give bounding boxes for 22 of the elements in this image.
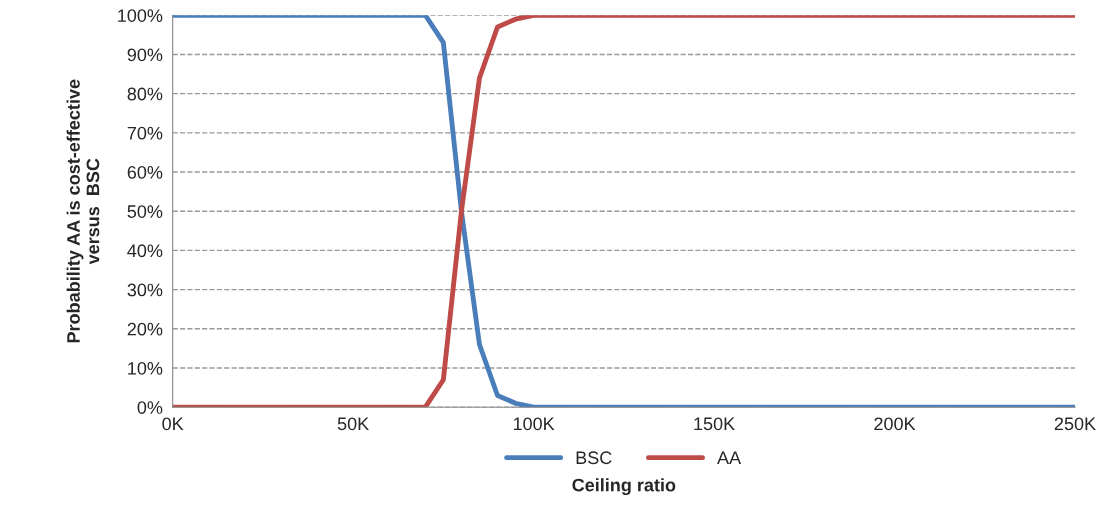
y-tick-label: 50% — [127, 205, 163, 218]
y-axis-title: Probability AA is cost-effective versus BSC — [66, 79, 100, 343]
y-tick-label: 90% — [127, 48, 163, 62]
x-tick-label: 250K — [1054, 417, 1096, 431]
y-tick-label: 70% — [127, 126, 163, 140]
legend-label: AA — [717, 451, 742, 464]
y-tick-label: 80% — [127, 87, 163, 101]
x-tick-label: 200K — [874, 417, 916, 431]
y-tick-label: 20% — [127, 322, 163, 336]
y-tick-label: 60% — [127, 165, 163, 179]
x-axis-title: Ceiling ratio — [572, 478, 676, 496]
y-tick-label: 10% — [128, 361, 163, 375]
y-tick-label: 40% — [127, 244, 163, 258]
x-tick-label: 0K — [162, 417, 184, 431]
x-tick-label: 150K — [694, 417, 735, 431]
legend-label: BSC — [576, 451, 612, 465]
x-tick-label: 100K — [513, 417, 555, 431]
x-tick-label: 50K — [337, 417, 369, 431]
line-series — [172, 15, 1076, 408]
y-tick-label: 0% — [137, 401, 163, 414]
y-tick-label: 30% — [127, 283, 163, 297]
y-tick-label: 100% — [118, 9, 163, 22]
